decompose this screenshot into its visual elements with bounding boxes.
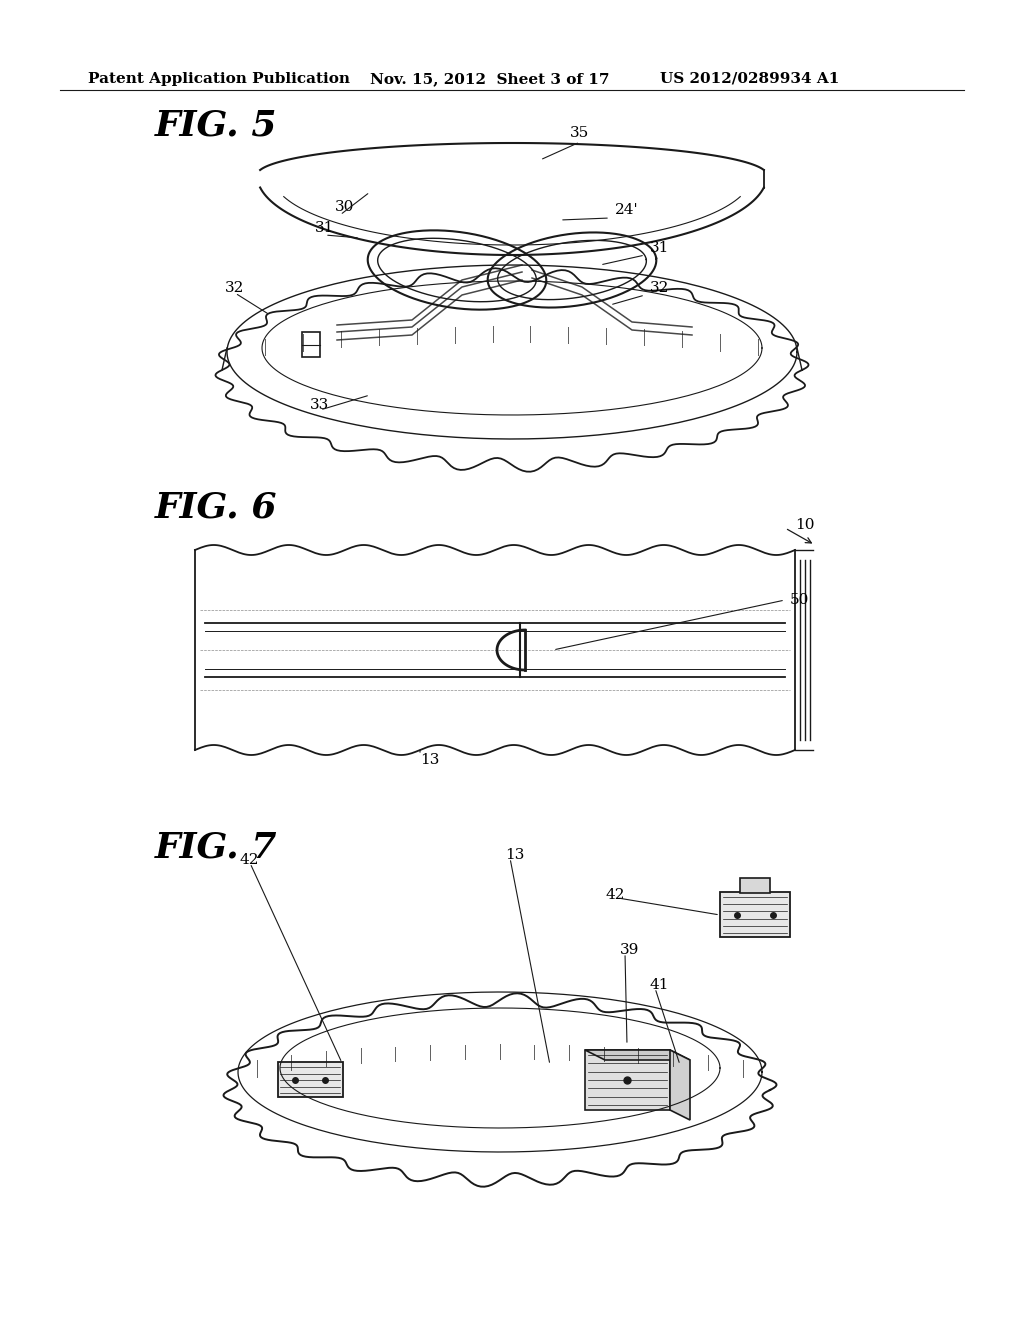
Text: 50: 50: [790, 593, 809, 607]
FancyBboxPatch shape: [720, 892, 790, 937]
Text: FIG. 6: FIG. 6: [155, 490, 278, 524]
Text: 42: 42: [240, 853, 259, 867]
Text: FIG. 7: FIG. 7: [155, 830, 278, 865]
Text: 35: 35: [570, 125, 589, 140]
FancyBboxPatch shape: [302, 333, 319, 356]
Polygon shape: [670, 1049, 690, 1119]
Polygon shape: [585, 1049, 670, 1110]
Text: 24': 24': [615, 203, 639, 216]
Text: 31: 31: [315, 220, 335, 235]
Text: Patent Application Publication: Patent Application Publication: [88, 73, 350, 86]
Text: 32: 32: [650, 281, 670, 294]
Text: 30: 30: [335, 201, 354, 214]
Text: 10: 10: [795, 517, 814, 532]
Text: 41: 41: [650, 978, 670, 993]
Text: 39: 39: [620, 942, 639, 957]
Polygon shape: [740, 878, 770, 894]
Text: 13: 13: [420, 752, 439, 767]
Polygon shape: [585, 1049, 690, 1060]
Text: FIG. 5: FIG. 5: [155, 108, 278, 143]
Text: 13: 13: [505, 847, 524, 862]
Text: US 2012/0289934 A1: US 2012/0289934 A1: [660, 73, 840, 86]
Text: 33: 33: [310, 399, 330, 412]
Text: 32: 32: [225, 281, 245, 294]
FancyBboxPatch shape: [278, 1063, 343, 1097]
Text: Nov. 15, 2012  Sheet 3 of 17: Nov. 15, 2012 Sheet 3 of 17: [370, 73, 609, 86]
Text: 31: 31: [650, 242, 670, 255]
Text: 42: 42: [605, 888, 625, 902]
